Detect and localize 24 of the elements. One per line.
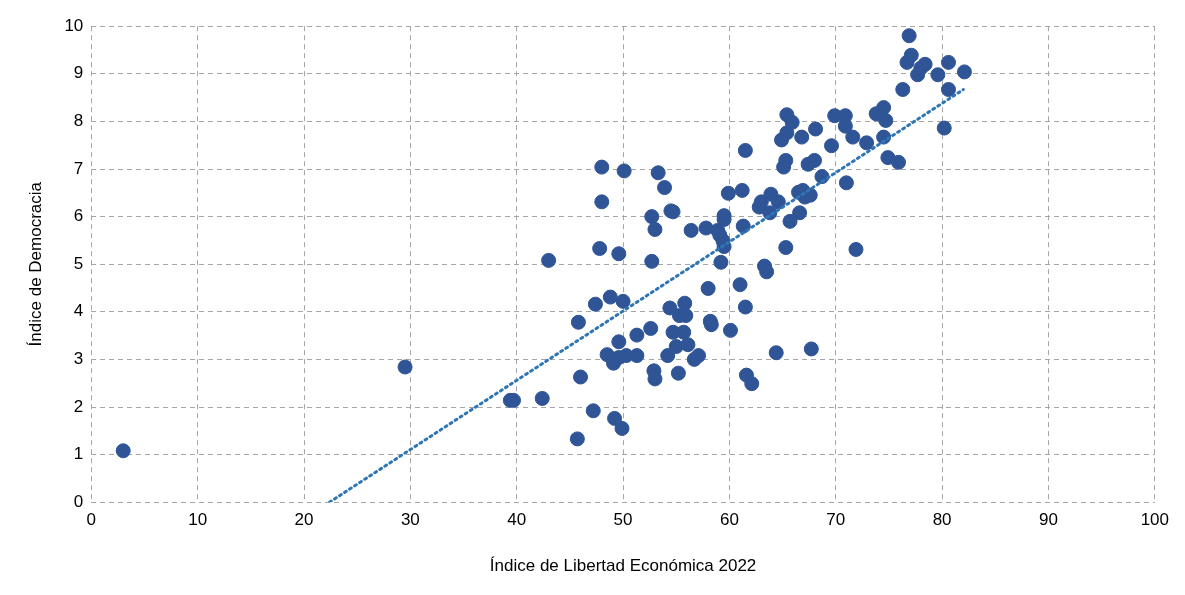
x-tick-label: 90 [1039,510,1058,530]
x-tick-label: 100 [1140,510,1170,530]
y-tick-label: 5 [73,253,84,273]
y-tick-label: 7 [73,158,84,178]
y-tick-label: 10 [64,15,84,35]
y-tick-label: 9 [73,63,84,83]
x-tick-label: 30 [400,510,420,530]
y-axis-title: Índice de Democracia [25,181,45,347]
x-tick-label: 60 [719,510,739,530]
x-tick-label: 50 [613,510,633,530]
y-tick-label: 8 [73,111,84,131]
y-tick-label: 6 [73,206,84,226]
y-tick-label: 4 [73,301,84,321]
x-axis-title: Índice de Libertad Económica 2022 [489,556,757,576]
x-tick-label: 10 [188,510,208,530]
x-tick-label: 70 [826,510,846,530]
x-tick-label: 20 [294,510,314,530]
y-tick-label: 3 [73,349,84,369]
x-tick-label: 40 [507,510,527,530]
y-tick-label: 1 [73,444,84,464]
y-tick-label: 2 [73,396,84,416]
y-tick-label: 0 [73,491,84,511]
x-tick-label: 80 [932,510,952,530]
x-tick-label: 0 [86,510,97,530]
